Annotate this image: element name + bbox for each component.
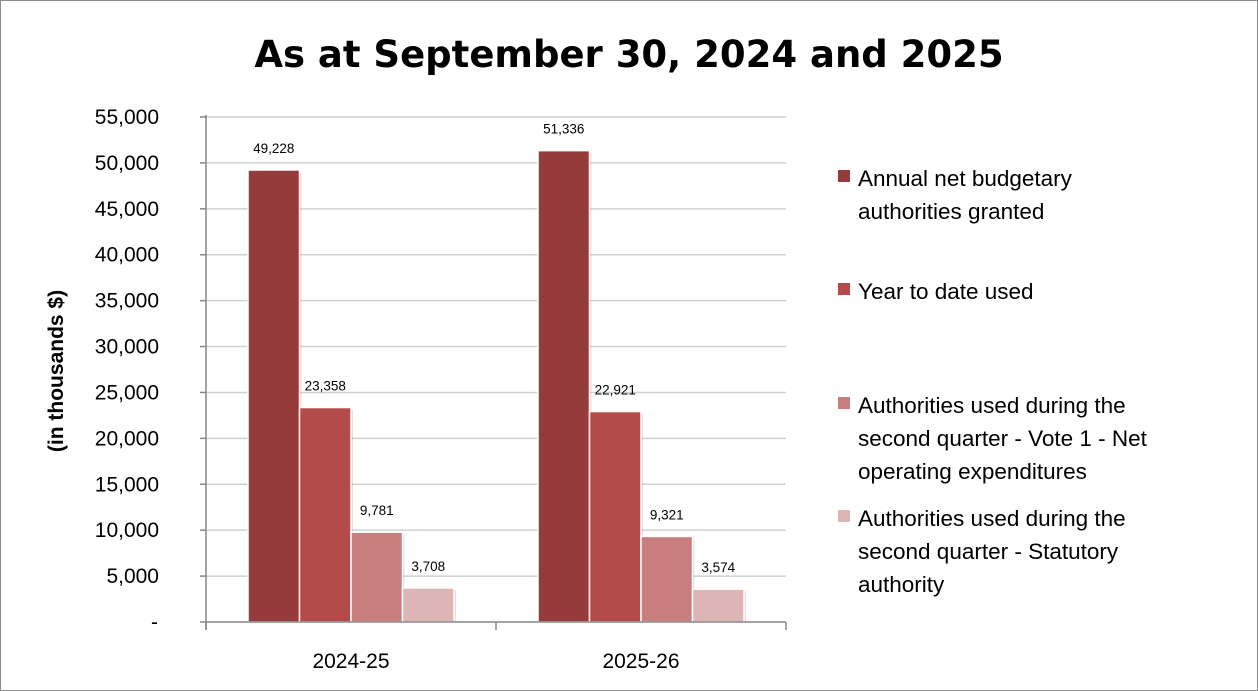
data-label: 3,574 bbox=[701, 560, 735, 575]
data-label: 23,358 bbox=[305, 379, 346, 394]
legend-swatch bbox=[838, 170, 850, 182]
data-label: 22,921 bbox=[595, 383, 636, 398]
bar bbox=[537, 149, 591, 623]
bar bbox=[247, 169, 301, 623]
legend-swatch bbox=[838, 510, 850, 522]
data-label: 9,781 bbox=[360, 503, 394, 518]
legend-label: Authorities used during the bbox=[858, 506, 1126, 531]
legend-label: second quarter - Statutory bbox=[858, 539, 1119, 564]
bar bbox=[588, 410, 642, 623]
bar bbox=[691, 588, 745, 623]
data-label: 3,708 bbox=[411, 559, 445, 574]
bar bbox=[298, 406, 352, 623]
y-tick-label: 30,000 bbox=[95, 336, 159, 359]
data-label: 9,321 bbox=[650, 507, 684, 522]
y-tick-label: 25,000 bbox=[95, 381, 159, 404]
chart-title: As at September 30, 2024 and 2025 bbox=[254, 33, 1003, 76]
y-tick-label: 35,000 bbox=[95, 290, 159, 313]
y-axis-label: (in thousands $) bbox=[45, 290, 68, 452]
x-tick-label: 2024-25 bbox=[312, 650, 389, 673]
y-tick-label: 10,000 bbox=[95, 519, 159, 542]
bar bbox=[401, 587, 455, 623]
y-tick-label: 55,000 bbox=[95, 106, 159, 129]
y-tick-label: 45,000 bbox=[95, 198, 159, 221]
legend-label: Annual net budgetary bbox=[858, 166, 1073, 191]
legend-label: authorities granted bbox=[858, 199, 1044, 224]
legend-label: Authorities used during the bbox=[858, 393, 1126, 418]
legend-label: authority bbox=[858, 572, 945, 597]
y-tick-label: 15,000 bbox=[95, 473, 159, 496]
legend-swatch bbox=[838, 397, 850, 409]
legend-label: Year to date used bbox=[858, 279, 1034, 304]
x-tick-label: 2025-26 bbox=[602, 650, 679, 673]
bar bbox=[350, 531, 404, 623]
y-tick-label: 50,000 bbox=[95, 152, 159, 175]
bar bbox=[640, 535, 694, 623]
y-tick-label: - bbox=[151, 611, 158, 634]
y-tick-label: 20,000 bbox=[95, 427, 159, 450]
legend-label: second quarter - Vote 1 - Net bbox=[858, 426, 1148, 451]
y-tick-label: 40,000 bbox=[95, 244, 159, 267]
legend-label: operating expenditures bbox=[858, 459, 1087, 484]
y-tick-label: 5,000 bbox=[106, 565, 159, 588]
data-label: 51,336 bbox=[543, 122, 584, 137]
data-label: 49,228 bbox=[253, 141, 294, 156]
legend-swatch bbox=[838, 283, 850, 295]
